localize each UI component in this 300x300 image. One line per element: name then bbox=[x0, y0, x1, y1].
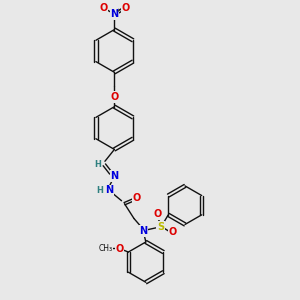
Text: CH₃: CH₃ bbox=[98, 244, 112, 253]
Text: H: H bbox=[96, 186, 103, 195]
Text: O: O bbox=[122, 3, 130, 13]
Text: N: N bbox=[105, 185, 113, 195]
Text: O: O bbox=[154, 209, 162, 219]
Text: O: O bbox=[133, 194, 141, 203]
Text: H: H bbox=[94, 160, 101, 169]
Text: +: + bbox=[116, 8, 121, 13]
Text: O: O bbox=[116, 244, 124, 254]
Text: N: N bbox=[110, 9, 118, 19]
Text: O: O bbox=[110, 92, 118, 102]
Text: N: N bbox=[140, 226, 148, 236]
Text: N: N bbox=[110, 171, 118, 181]
Text: O: O bbox=[99, 3, 107, 13]
Text: S: S bbox=[157, 221, 164, 232]
Text: O: O bbox=[168, 227, 177, 238]
